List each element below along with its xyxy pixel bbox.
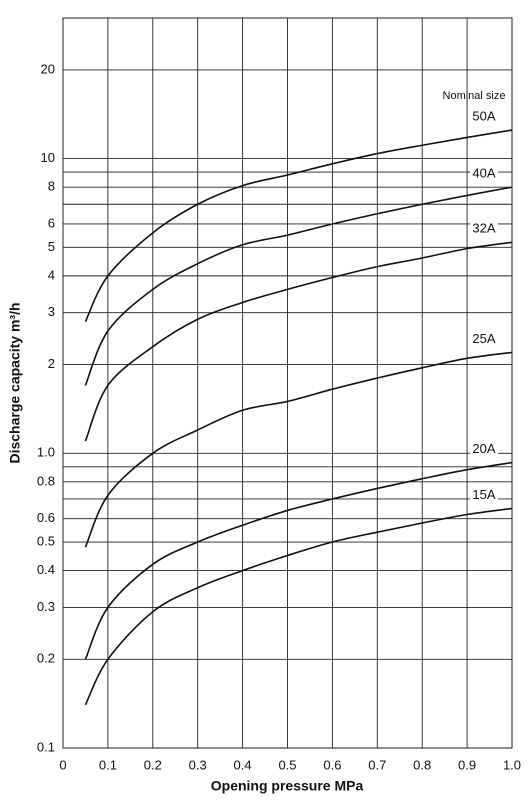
x-tick-label: 0.7 bbox=[368, 757, 386, 772]
y-tick-label: 10 bbox=[41, 150, 55, 165]
x-tick-label: 0.5 bbox=[278, 757, 296, 772]
y-tick-label: 0.6 bbox=[37, 510, 55, 525]
y-tick-label: 0.4 bbox=[37, 562, 55, 577]
y-tick-label: 3 bbox=[48, 304, 55, 319]
label-bg bbox=[470, 331, 498, 347]
y-tick-label: 8 bbox=[48, 179, 55, 194]
y-tick-label: 0.3 bbox=[37, 599, 55, 614]
y-tick-label: 4 bbox=[48, 267, 55, 282]
annotation: Nominal size bbox=[443, 90, 506, 102]
x-tick-label: 0.1 bbox=[99, 757, 117, 772]
y-axis-title: Discharge capacity m³/h bbox=[7, 302, 23, 463]
series-label: 40A bbox=[472, 166, 495, 181]
y-tick-label: 0.1 bbox=[37, 739, 55, 754]
curve bbox=[84, 241, 513, 442]
curve bbox=[84, 186, 513, 386]
x-tick-label: 0.6 bbox=[323, 757, 341, 772]
label-bg bbox=[470, 221, 498, 237]
series-label: 20A bbox=[472, 441, 495, 456]
series-label: 50A bbox=[472, 108, 495, 123]
label-bg bbox=[470, 441, 498, 457]
x-tick-label: 0.4 bbox=[234, 757, 252, 772]
y-tick-label: 20 bbox=[41, 61, 55, 76]
series-label: 25A bbox=[472, 331, 495, 346]
y-tick-label: 2 bbox=[48, 356, 55, 371]
curve bbox=[84, 351, 513, 548]
x-tick-label: 0.8 bbox=[413, 757, 431, 772]
x-tick-label: 0.9 bbox=[458, 757, 476, 772]
x-tick-label: 0.3 bbox=[189, 757, 207, 772]
x-tick-label: 0.2 bbox=[144, 757, 162, 772]
x-axis-title: Opening pressure MPa bbox=[211, 778, 364, 794]
curve bbox=[84, 129, 513, 322]
y-tick-label: 5 bbox=[48, 239, 55, 254]
y-tick-label: 0.8 bbox=[37, 473, 55, 488]
curve bbox=[84, 507, 513, 706]
label-bg bbox=[470, 487, 498, 503]
y-tick-label: 0.2 bbox=[37, 651, 55, 666]
y-tick-label: 0.5 bbox=[37, 533, 55, 548]
x-tick-label: 1.0 bbox=[503, 757, 521, 772]
y-tick-label: 1.0 bbox=[37, 445, 55, 460]
x-tick-label: 0 bbox=[59, 757, 66, 772]
curve bbox=[84, 461, 513, 660]
label-bg bbox=[470, 166, 498, 182]
y-tick-label: 6 bbox=[48, 215, 55, 230]
series-label: 32A bbox=[472, 221, 495, 236]
series-label: 15A bbox=[472, 487, 495, 502]
label-bg bbox=[470, 109, 498, 125]
